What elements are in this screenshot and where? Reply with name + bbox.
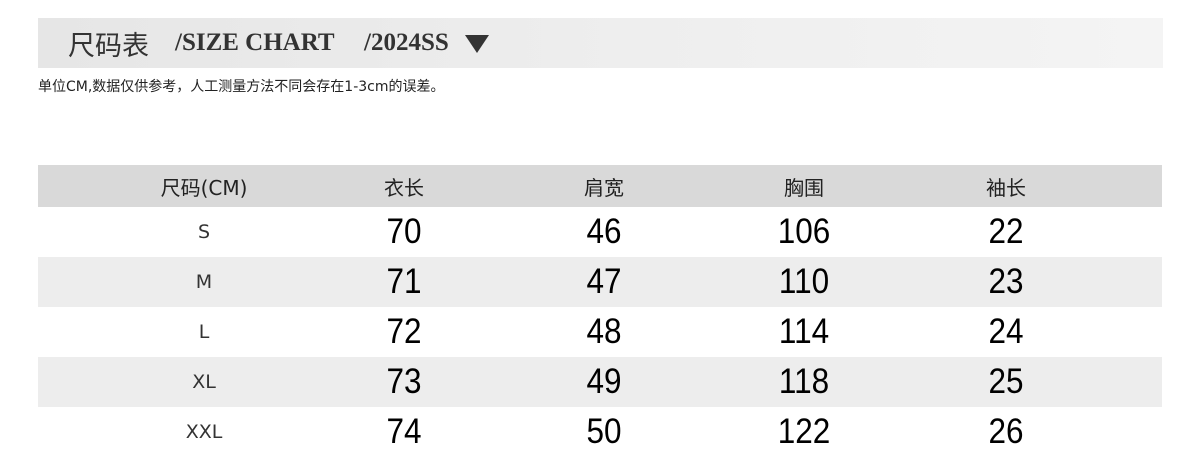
cell-size: M: [195, 271, 213, 293]
header-shoulder: 肩宽: [584, 175, 624, 200]
measurement-note: 单位CM,数据仅供参考，人工测量方法不同会存在1-3cm的误差。: [38, 79, 445, 95]
header-size: 尺码(CM): [160, 175, 248, 200]
cell-chest: 110: [778, 262, 830, 301]
cell-size: XXL: [185, 421, 223, 443]
title-en: /SIZE CHART: [175, 29, 335, 56]
size-table: 尺码(CM) 衣长 肩宽 胸围 袖长 S 70 46 106 22 M 71 47 110 23 L…: [38, 165, 1162, 457]
cell-size: S: [197, 221, 211, 243]
header-chest: 胸围: [784, 175, 824, 200]
cell-shoulder: 48: [586, 312, 622, 351]
title-cn: 尺码表: [68, 31, 149, 62]
cell-chest: 106: [777, 212, 831, 251]
triangle-down-icon: [465, 35, 489, 53]
cell-length: 72: [386, 312, 422, 351]
cell-length: 74: [386, 412, 422, 451]
table-row: XXL 74 50 122 26: [38, 407, 1162, 457]
cell-chest: 114: [778, 312, 830, 351]
table-row: M 71 47 110 23: [38, 257, 1162, 307]
cell-shoulder: 47: [586, 262, 622, 301]
header-length: 衣长: [384, 175, 424, 200]
cell-shoulder: 46: [586, 212, 622, 251]
header-sleeve: 袖长: [986, 175, 1026, 200]
cell-length: 73: [386, 362, 422, 401]
table-row: L 72 48 114 24: [38, 307, 1162, 357]
cell-sleeve: 22: [988, 212, 1024, 251]
cell-length: 71: [386, 262, 422, 301]
table-header-row: 尺码(CM) 衣长 肩宽 胸围 袖长: [38, 165, 1162, 207]
cell-shoulder: 50: [586, 412, 622, 451]
cell-sleeve: 23: [988, 262, 1024, 301]
cell-chest: 118: [778, 362, 830, 401]
table-row: S 70 46 106 22: [38, 207, 1162, 257]
cell-length: 70: [386, 212, 422, 251]
table-row: XL 73 49 118 25: [38, 357, 1162, 407]
cell-sleeve: 24: [988, 312, 1024, 351]
cell-size: L: [198, 321, 210, 343]
title-band: [38, 18, 1163, 68]
cell-shoulder: 49: [586, 362, 622, 401]
cell-sleeve: 26: [988, 412, 1024, 451]
cell-sleeve: 25: [988, 362, 1024, 401]
cell-size: XL: [192, 371, 216, 393]
cell-chest: 122: [777, 412, 831, 451]
title-season: /2024SS: [364, 29, 449, 56]
